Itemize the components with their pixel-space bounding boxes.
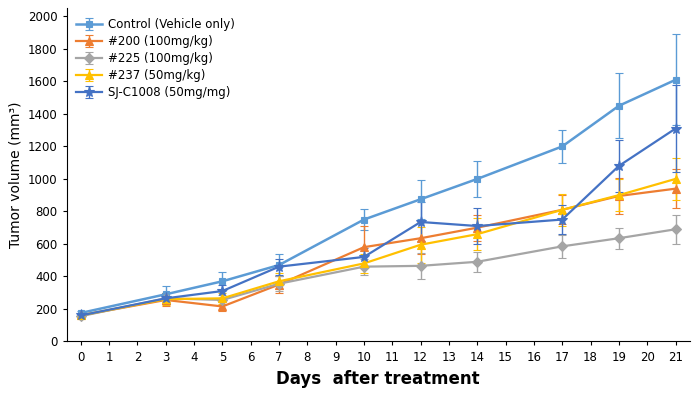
X-axis label: Days  after treatment: Days after treatment <box>276 370 480 388</box>
Y-axis label: Tumor volume (mm³): Tumor volume (mm³) <box>8 102 22 248</box>
Legend: Control (Vehicle only), #200 (100mg/kg), #225 (100mg/kg), #237 (50mg/kg), SJ-C10: Control (Vehicle only), #200 (100mg/kg),… <box>73 14 239 103</box>
